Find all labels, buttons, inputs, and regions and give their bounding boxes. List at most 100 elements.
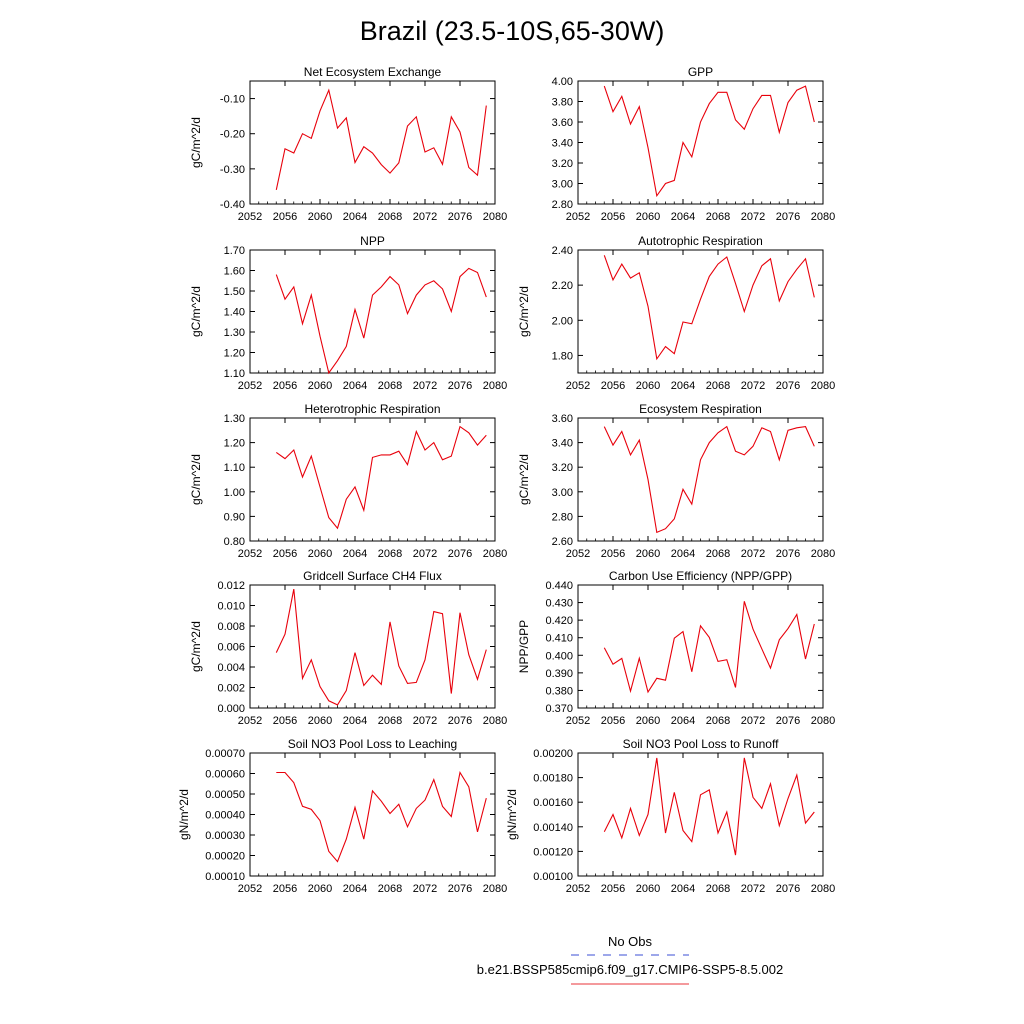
series-line [603,85,815,198]
y-tick-label: 3.40 [552,438,573,450]
x-tick-label: 2068 [378,380,402,392]
series-line [275,425,487,530]
x-tick-label: 2068 [378,715,402,727]
y-tick-label: 1.10 [224,368,245,380]
x-tick-label: 2080 [811,211,835,223]
y-tick-label: 0.80 [224,536,245,548]
series-line [276,771,487,863]
x-tick-label: 2064 [671,883,695,895]
x-tick-label: 2080 [811,380,835,392]
y-tick-label: 3.60 [552,413,573,425]
series-line [275,588,487,706]
y-tick-label: 1.30 [224,413,245,425]
x-tick-label: 2076 [776,380,800,392]
y-axis-label: gN/m^2/d [177,789,191,840]
x-tick-label: 2064 [343,883,367,895]
y-tick-label: 0.420 [545,615,573,627]
plot-frame [577,249,824,374]
x-tick-label: 2076 [448,548,472,560]
y-tick-label: 4.00 [552,76,573,88]
y-tick-label: 3.00 [552,179,573,191]
y-tick-label: 0.370 [545,703,573,715]
x-tick-label: 2076 [776,883,800,895]
y-tick-label: 3.80 [552,97,573,109]
y-axis-label: gC/m^2/d [189,286,203,337]
x-tick-label: 2072 [741,883,765,895]
panel-title: GPP [688,65,713,79]
panel-title: NPP [360,234,385,248]
y-tick-label: 1.20 [224,438,245,450]
y-tick-label: 3.60 [552,117,573,129]
y-tick-label: -0.10 [220,94,245,106]
series-line [603,425,815,534]
x-tick-label: 2052 [566,548,590,560]
x-tick-label: 2060 [308,211,332,223]
series-line [603,601,815,694]
y-tick-label: 2.00 [552,315,573,327]
y-tick-label: 0.430 [545,598,573,610]
x-tick-label: 2056 [601,211,625,223]
x-tick-label: 2060 [636,548,660,560]
y-tick-label: 2.20 [552,280,573,292]
x-tick-label: 2056 [601,883,625,895]
x-tick-label: 2060 [636,883,660,895]
x-tick-label: 2076 [448,715,472,727]
x-tick-label: 2056 [273,715,297,727]
x-tick-label: 2076 [448,883,472,895]
y-tick-label: 0.00040 [205,810,245,822]
x-tick-label: 2068 [706,548,730,560]
x-tick-label: 2056 [601,715,625,727]
y-tick-label: 0.90 [224,511,245,523]
panel-1: Net Ecosystem Exchange 2052 2056 2060 2064 20… [189,65,507,223]
y-tick-label: 0.00160 [533,797,573,809]
series-line [603,757,815,856]
x-tick-label: 2064 [343,548,367,560]
y-tick-label: 0.390 [545,668,573,680]
x-tick-label: 2056 [273,211,297,223]
y-tick-label: 0.006 [217,642,245,654]
x-tick-label: 2072 [413,548,437,560]
panel-title: Soil NO3 Pool Loss to Leaching [288,737,457,751]
plot-frame [249,249,496,374]
plot-frame [577,80,824,205]
y-tick-label: 1.10 [224,462,245,474]
x-tick-label: 2080 [483,211,507,223]
x-tick-label: 2068 [378,548,402,560]
x-tick-label: 2052 [566,883,590,895]
x-tick-label: 2080 [811,883,835,895]
x-tick-label: 2056 [273,380,297,392]
y-tick-label: 0.00020 [205,851,245,863]
y-tick-label: 0.00030 [205,830,245,842]
x-tick-label: 2072 [413,380,437,392]
y-tick-label: 0.012 [217,580,245,592]
plot-frame [249,584,496,709]
x-tick-label: 2052 [566,715,590,727]
panel-2: GPP 2052 2056 2060 2064 2068 2072 2076 2080 2.80 3… [552,65,836,223]
panel-10: Soil NO3 Pool Loss to Runoff 2052 2056 2060… [505,737,835,895]
y-tick-label: 1.40 [224,307,245,319]
plot-frame [249,752,496,877]
y-tick-label: 0.000 [217,703,245,715]
x-tick-label: 2056 [273,883,297,895]
y-tick-label: 1.30 [224,327,245,339]
y-axis-label: gC/m^2/d [517,454,531,505]
x-tick-label: 2080 [483,380,507,392]
plot-frame [577,584,824,709]
x-tick-label: 2072 [741,380,765,392]
y-tick-label: 0.008 [217,621,245,633]
x-tick-label: 2056 [601,380,625,392]
y-tick-label: 0.00070 [205,748,245,760]
y-tick-label: 1.60 [224,266,245,278]
x-tick-label: 2076 [448,380,472,392]
y-tick-label: 3.20 [552,158,573,170]
y-tick-label: 0.00060 [205,769,245,781]
y-tick-label: 2.80 [552,199,573,211]
x-tick-label: 2052 [238,211,262,223]
y-axis-label: gC/m^2/d [189,621,203,672]
x-tick-label: 2052 [238,883,262,895]
legend-label-model: b.e21.BSSP585cmip6.f09_g17.CMIP6-SSP5-8.… [477,962,783,977]
plot-frame [577,752,824,877]
x-tick-label: 2052 [238,715,262,727]
x-tick-label: 2076 [776,548,800,560]
x-tick-label: 2072 [741,211,765,223]
